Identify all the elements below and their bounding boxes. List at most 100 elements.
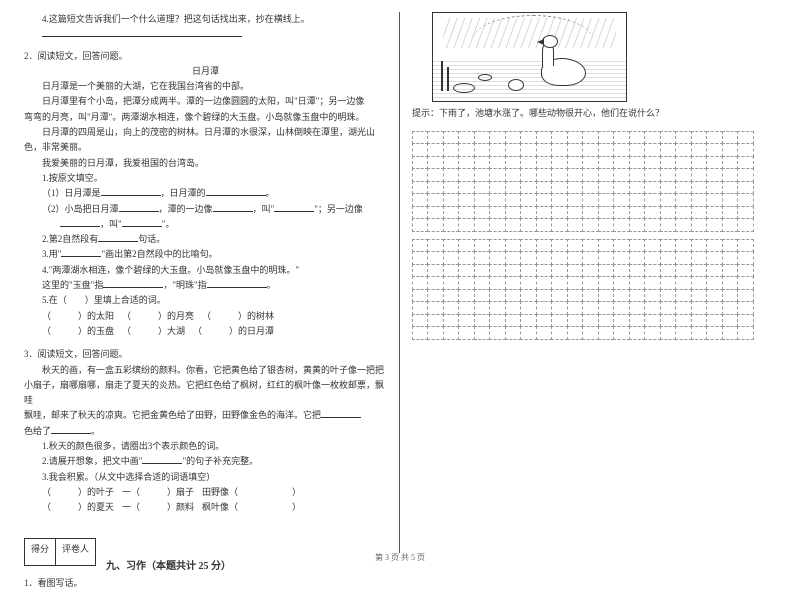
grid-cell [598,206,615,220]
q3-3-row1: （ ）的叶子 一（ ）扇子 田野像（ ） [24,485,387,500]
grid-cell [505,168,522,182]
grid-cell [567,156,584,170]
grid-cell [598,251,615,265]
grid-cell [458,131,475,145]
grid-cell [443,193,460,207]
grid-row [412,219,776,232]
grid-cell [505,218,522,232]
grid-cell [520,264,537,278]
grid-cell [551,264,568,278]
grid-cell [722,276,739,290]
grid-cell [722,326,739,340]
grid-cell [691,264,708,278]
grid-cell [412,181,429,195]
grid-cell [427,143,444,157]
grid-cell [737,206,754,220]
grid-cell [520,326,537,340]
grid-cell [644,239,661,253]
passage3-b: 小扇子，扇哪扇哪，扇走了夏天的炎热。它把红色给了枫树，红红的枫叶像一枚枚邮票，飘… [24,378,387,409]
grid-cell [737,181,754,195]
grid-cell [598,301,615,315]
grid-cell [706,289,723,303]
grid-cell [443,131,460,145]
grid-cell [474,131,491,145]
grid-cell [536,156,553,170]
grid-cell [567,143,584,157]
grid-cell [737,131,754,145]
grid-row [412,206,776,219]
grid-cell [660,301,677,315]
grid-cell [706,251,723,265]
grid-cell [675,326,692,340]
grid-cell [520,289,537,303]
grid-cell [644,264,661,278]
grid-cell [675,168,692,182]
grid-cell [629,156,646,170]
grid-cell [582,143,599,157]
q2-1-1c: 。 [266,188,275,198]
grid-cell [427,289,444,303]
q2-2: 2.第2自然段有句话。 [24,232,387,247]
grid-cell [706,206,723,220]
grid-cell [551,326,568,340]
grid-cell [474,143,491,157]
grid-cell [567,193,584,207]
grid-cell [505,131,522,145]
grid-cell [489,193,506,207]
q3-3: 3.我会积累。（从文中选择合适的词语填空） [24,470,387,485]
grid-cell [489,181,506,195]
grid-cell [660,239,677,253]
grid-cell [598,326,615,340]
q3-3-r2b: 一（ ）颜料 [122,500,194,515]
grid-cell [567,264,584,278]
grid-cell [675,276,692,290]
grid-cell [458,314,475,328]
grid-cell [567,206,584,220]
grid-cell [536,131,553,145]
grid-cell [489,251,506,265]
grid-cell [675,289,692,303]
grid-cell [706,276,723,290]
grid-cell [443,326,460,340]
grid-cell [551,276,568,290]
grid-cell [675,251,692,265]
grid-cell [474,276,491,290]
grid-cell [598,181,615,195]
grid-cell [536,326,553,340]
grid-cell [505,156,522,170]
grid-cell [551,143,568,157]
q2-5-row2: （ ）的玉盘 （ ）大湖 （ ）的日月潭 [24,324,387,339]
q3-3-r2c: 枫叶像（ ） [202,500,301,515]
q3-2a: 2.请展开想象，把文中画" [42,456,142,466]
grid-cell [458,264,475,278]
illustration-pond [432,12,627,102]
grid-cell [458,239,475,253]
grid-cell [706,168,723,182]
grid-cell [582,181,599,195]
grid-cell [722,206,739,220]
grid-cell [629,143,646,157]
grid-cell [427,168,444,182]
grid-cell [722,131,739,145]
grid-cell [644,181,661,195]
grid-cell [551,289,568,303]
grid-cell [675,156,692,170]
grid-cell [582,218,599,232]
grid-cell [582,326,599,340]
grid-cell [489,156,506,170]
grid-cell [660,289,677,303]
section-2-header: 2．阅读短文，回答问题。 [24,49,387,64]
grid-cell [598,218,615,232]
grid-cell [505,181,522,195]
grid-cell [691,168,708,182]
grid-cell [644,143,661,157]
q2-1-1b: ，日月潭的 [161,188,206,198]
grid-cell [613,314,630,328]
grid-cell [458,289,475,303]
grid-cell [536,239,553,253]
grid-row [412,264,776,277]
q2-5-r1b: （ ）的月亮 [122,309,194,324]
grid-cell [427,131,444,145]
writing-grid-1 [412,131,776,231]
grid-cell [629,326,646,340]
